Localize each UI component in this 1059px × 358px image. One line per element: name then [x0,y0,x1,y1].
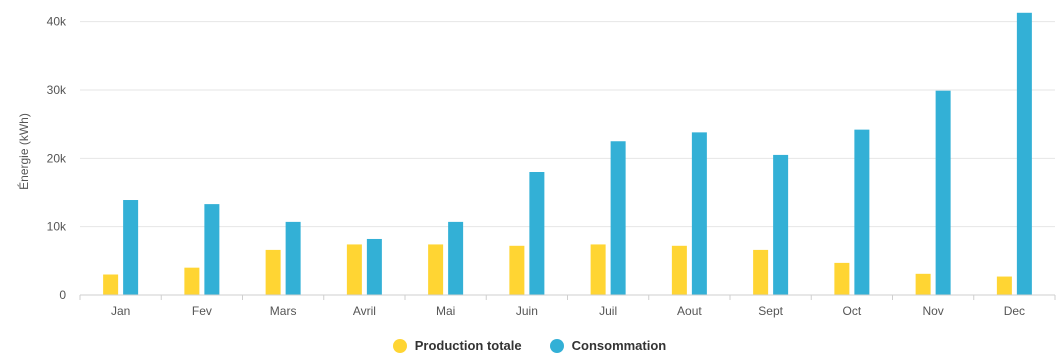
x-tick-label: Aout [677,304,702,318]
bar-consommation[interactable] [935,90,951,295]
bar-production-totale[interactable] [590,244,606,295]
bar-consommation[interactable] [285,221,301,295]
x-tick-label: Juin [516,304,538,318]
x-tick-label: Sept [758,304,783,318]
bar-production-totale[interactable] [671,245,687,295]
legend-label-consommation: Consommation [571,338,667,353]
bar-production-totale[interactable] [184,267,200,295]
x-tick-label: Oct [843,304,862,318]
bar-consommation[interactable] [854,129,870,295]
bar-production-totale[interactable] [996,276,1012,295]
y-axis-label: Énergie (kWh) [16,113,31,190]
bar-consommation[interactable] [773,154,789,295]
bar-consommation[interactable] [366,238,382,295]
x-tick-label: Fev [192,304,212,318]
bar-consommation[interactable] [529,172,545,295]
y-axis: 0 10k 20k 30k 40k [47,15,67,302]
y-tick-label: 20k [47,151,67,165]
bars [103,12,1032,296]
bar-consommation[interactable] [123,200,139,295]
bar-production-totale[interactable] [915,273,931,295]
bar-chart: Jan Fev Mars Avril Mai Juin Juil Aout Sept Oct Nov… [16,12,1056,318]
x-tick-label: Avril [353,304,376,318]
bar-production-totale[interactable] [509,245,525,295]
y-tick-label: 0 [59,288,66,302]
x-tick-label: Jan [111,304,130,318]
legend-swatch-consommation [549,338,564,353]
bar-consommation[interactable] [204,204,220,295]
bar-production-totale[interactable] [346,244,362,295]
y-tick-label: 30k [47,83,67,97]
bar-production-totale[interactable] [103,274,119,296]
y-tick-label: 10k [47,220,67,234]
y-tick-label: 40k [47,15,67,29]
bar-consommation[interactable] [691,132,707,295]
gridlines [80,21,1055,228]
x-axis: Jan Fev Mars Avril Mai Juin Juil Aout Sept Oct Nov… [79,294,1056,318]
legend-item-consommation[interactable]: Consommation [549,338,667,353]
x-tick-label: Mai [436,304,455,318]
bar-consommation[interactable] [448,221,464,295]
x-tick-label: Dec [1004,304,1025,318]
bar-production-totale[interactable] [834,262,850,295]
x-tick-label: Mars [270,304,297,318]
x-tick-label: Nov [922,304,943,318]
bar-production-totale[interactable] [753,249,769,295]
bar-consommation[interactable] [1016,12,1032,296]
legend-swatch-production [392,338,407,353]
bar-production-totale[interactable] [265,249,281,295]
bar-consommation[interactable] [610,141,626,295]
legend: Production totale Consommation [0,338,1059,353]
bar-production-totale[interactable] [428,244,444,295]
legend-label-production: Production totale [414,338,522,353]
legend-item-production[interactable]: Production totale [392,338,522,353]
x-tick-label: Juil [599,304,617,318]
